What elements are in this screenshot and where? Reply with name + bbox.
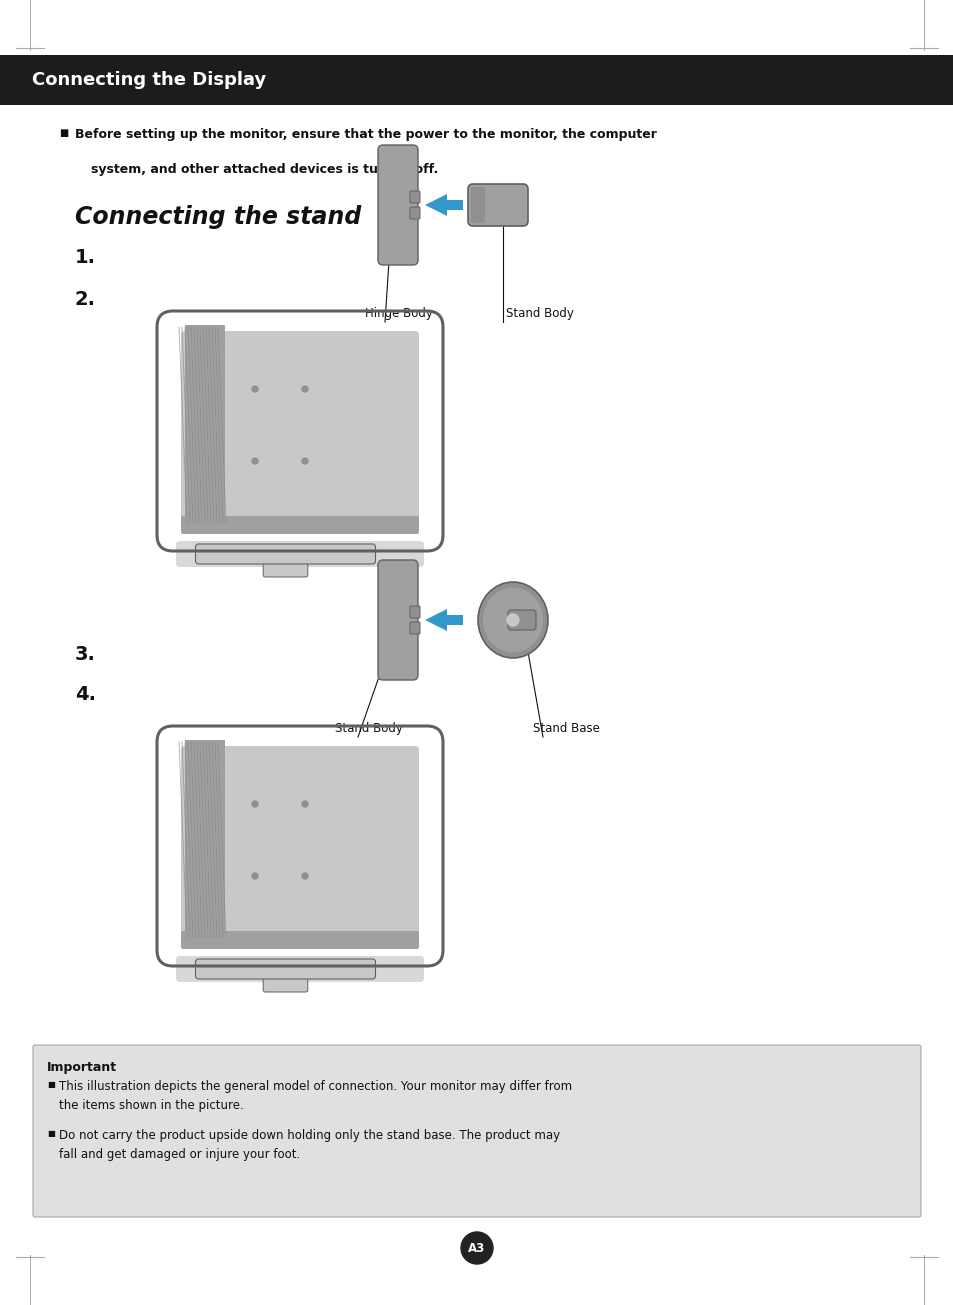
Text: Do not carry the product upside down holding only the stand base. The product ma: Do not carry the product upside down hol… xyxy=(59,1129,559,1142)
Text: Stand Body: Stand Body xyxy=(335,722,402,735)
Circle shape xyxy=(302,386,308,392)
Polygon shape xyxy=(185,740,225,940)
FancyBboxPatch shape xyxy=(181,331,418,529)
Text: 4.: 4. xyxy=(75,685,96,703)
FancyBboxPatch shape xyxy=(410,191,419,204)
Polygon shape xyxy=(185,325,225,525)
Text: Connecting the stand: Connecting the stand xyxy=(75,205,361,228)
Circle shape xyxy=(252,458,257,465)
Circle shape xyxy=(252,801,257,806)
FancyBboxPatch shape xyxy=(263,559,308,577)
Text: Important: Important xyxy=(47,1061,117,1074)
Text: 2.: 2. xyxy=(75,290,96,309)
Text: 3.: 3. xyxy=(75,645,95,664)
Text: Hinge Body: Hinge Body xyxy=(365,307,433,320)
FancyBboxPatch shape xyxy=(181,930,418,949)
Text: ■: ■ xyxy=(47,1129,55,1138)
Text: ■: ■ xyxy=(59,128,69,138)
FancyBboxPatch shape xyxy=(175,957,423,981)
FancyBboxPatch shape xyxy=(377,145,417,265)
Circle shape xyxy=(302,458,308,465)
Text: fall and get damaged or injure your foot.: fall and get damaged or injure your foot… xyxy=(59,1148,300,1161)
Text: Stand Body: Stand Body xyxy=(505,307,574,320)
FancyBboxPatch shape xyxy=(181,746,418,944)
Bar xyxy=(0,55,953,104)
Text: This illustration depicts the general model of connection. Your monitor may diff: This illustration depicts the general mo… xyxy=(59,1081,572,1094)
Text: 1.: 1. xyxy=(75,248,96,268)
Text: Stand Base: Stand Base xyxy=(533,722,599,735)
Text: ■: ■ xyxy=(47,1081,55,1088)
FancyBboxPatch shape xyxy=(377,560,417,680)
FancyBboxPatch shape xyxy=(195,959,375,979)
Ellipse shape xyxy=(482,587,542,652)
FancyBboxPatch shape xyxy=(175,542,423,566)
FancyBboxPatch shape xyxy=(181,515,418,534)
FancyBboxPatch shape xyxy=(471,187,484,223)
FancyBboxPatch shape xyxy=(195,544,375,564)
Circle shape xyxy=(506,613,518,626)
Polygon shape xyxy=(424,609,462,632)
Text: the items shown in the picture.: the items shown in the picture. xyxy=(59,1099,244,1112)
FancyBboxPatch shape xyxy=(507,609,536,630)
Circle shape xyxy=(460,1232,493,1265)
Circle shape xyxy=(252,386,257,392)
FancyBboxPatch shape xyxy=(410,622,419,634)
Text: Before setting up the monitor, ensure that the power to the monitor, the compute: Before setting up the monitor, ensure th… xyxy=(75,128,657,141)
FancyBboxPatch shape xyxy=(33,1045,920,1218)
Circle shape xyxy=(302,801,308,806)
FancyBboxPatch shape xyxy=(410,207,419,219)
Text: A3: A3 xyxy=(468,1241,485,1254)
FancyBboxPatch shape xyxy=(410,606,419,619)
Polygon shape xyxy=(424,194,462,217)
Circle shape xyxy=(302,873,308,880)
FancyBboxPatch shape xyxy=(263,974,308,992)
Circle shape xyxy=(252,873,257,880)
FancyBboxPatch shape xyxy=(468,184,527,226)
Text: Connecting the Display: Connecting the Display xyxy=(32,70,266,89)
Ellipse shape xyxy=(477,582,547,658)
Text: system, and other attached devices is turned off.: system, and other attached devices is tu… xyxy=(91,163,437,176)
